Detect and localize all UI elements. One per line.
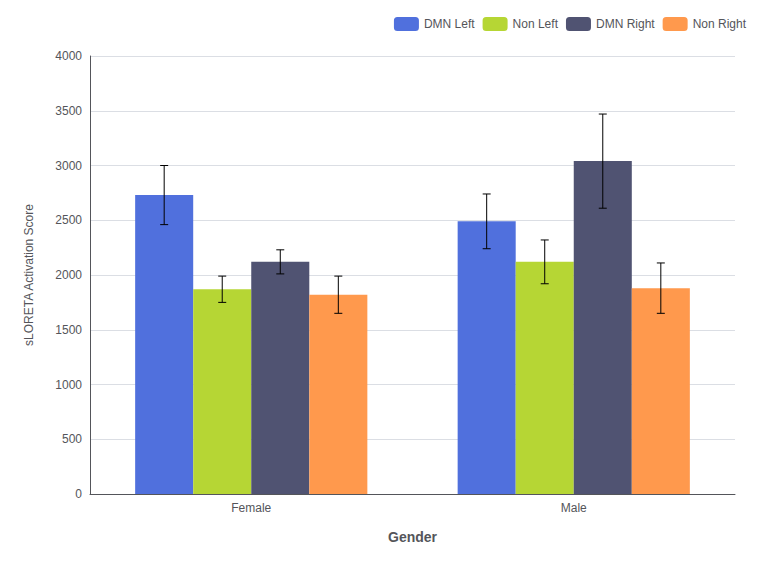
- svg-text:Gender: Gender: [388, 529, 438, 545]
- svg-text:3500: 3500: [55, 104, 82, 118]
- svg-text:Male: Male: [561, 501, 587, 515]
- svg-text:DMN Left: DMN Left: [424, 17, 475, 31]
- svg-text:Non Right: Non Right: [693, 17, 747, 31]
- svg-text:2500: 2500: [55, 213, 82, 227]
- svg-text:1500: 1500: [55, 323, 82, 337]
- svg-text:0: 0: [75, 487, 82, 501]
- svg-text:sLORETA Activation Score: sLORETA Activation Score: [22, 204, 36, 346]
- svg-text:1000: 1000: [55, 378, 82, 392]
- svg-text:4000: 4000: [55, 49, 82, 63]
- svg-text:2000: 2000: [55, 268, 82, 282]
- svg-text:DMN Right: DMN Right: [596, 17, 655, 31]
- svg-text:500: 500: [62, 432, 82, 446]
- svg-text:Female: Female: [231, 501, 271, 515]
- svg-text:3000: 3000: [55, 159, 82, 173]
- svg-text:Non Left: Non Left: [513, 17, 559, 31]
